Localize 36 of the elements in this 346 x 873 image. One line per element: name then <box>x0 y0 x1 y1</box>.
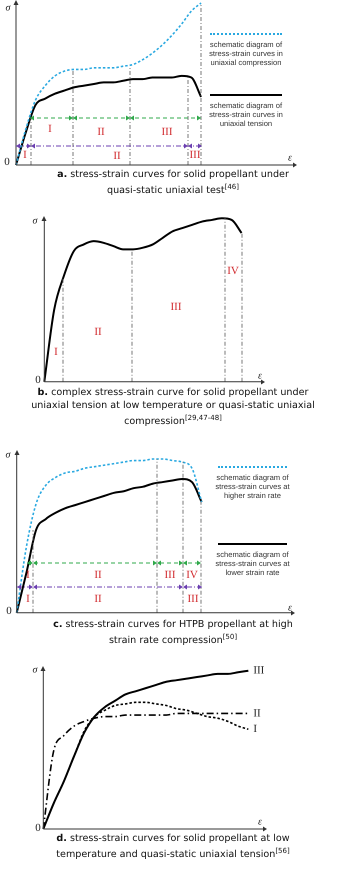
annotation: IV <box>227 264 239 277</box>
annotation: III <box>188 592 199 605</box>
annotation: III <box>162 126 173 138</box>
text: b. complex stress-strain curve for solid propellant under uniaxial tension at low temperature or quasi-static uniaxial compression$^{[29,47-48]}$ <box>30 386 316 428</box>
x-axis-title: ε <box>258 816 262 828</box>
series-label: II <box>253 707 262 720</box>
text: 0 <box>4 156 10 168</box>
y-axis-title: σ <box>6 450 12 461</box>
annotation: III <box>170 300 182 313</box>
annotation: II <box>94 568 102 581</box>
annotation: I <box>26 592 30 605</box>
annotation: III <box>190 148 201 161</box>
annotation: II <box>94 592 102 605</box>
x-axis-title: ε <box>258 370 262 382</box>
annotation: I <box>54 346 58 358</box>
annotation: II <box>94 326 102 338</box>
annotation: IV <box>186 568 198 581</box>
text: 0 <box>35 822 42 834</box>
text: 0 <box>35 374 42 386</box>
y-axis-title: σ <box>32 664 39 676</box>
annotation: III <box>164 568 176 581</box>
annotation: I <box>48 122 52 135</box>
text: a. stress-strain curves for solid propellant under quasi-static uniaxial test$^{[46]}$ <box>56 168 290 198</box>
y-axis-title: σ <box>32 216 39 227</box>
x-axis-title: ε <box>288 602 292 614</box>
annotation: I <box>23 148 28 161</box>
x-axis-title: ε <box>288 152 292 164</box>
text: c. stress-strain curves for HTPB propellant at high strain rate compression$^{[50]}$ <box>52 618 294 648</box>
text: 0 <box>6 604 12 617</box>
text: d. stress-strain curves for solid propellant at low temperature and quasi-static uniaxial tension$^{[56]}$ <box>55 832 291 862</box>
annotation: II <box>113 150 121 162</box>
annotation: II <box>97 126 105 138</box>
series-label: I <box>253 723 258 736</box>
series-label: III <box>253 664 265 677</box>
annotation: I <box>26 568 30 581</box>
y-axis-title: σ <box>6 2 12 14</box>
